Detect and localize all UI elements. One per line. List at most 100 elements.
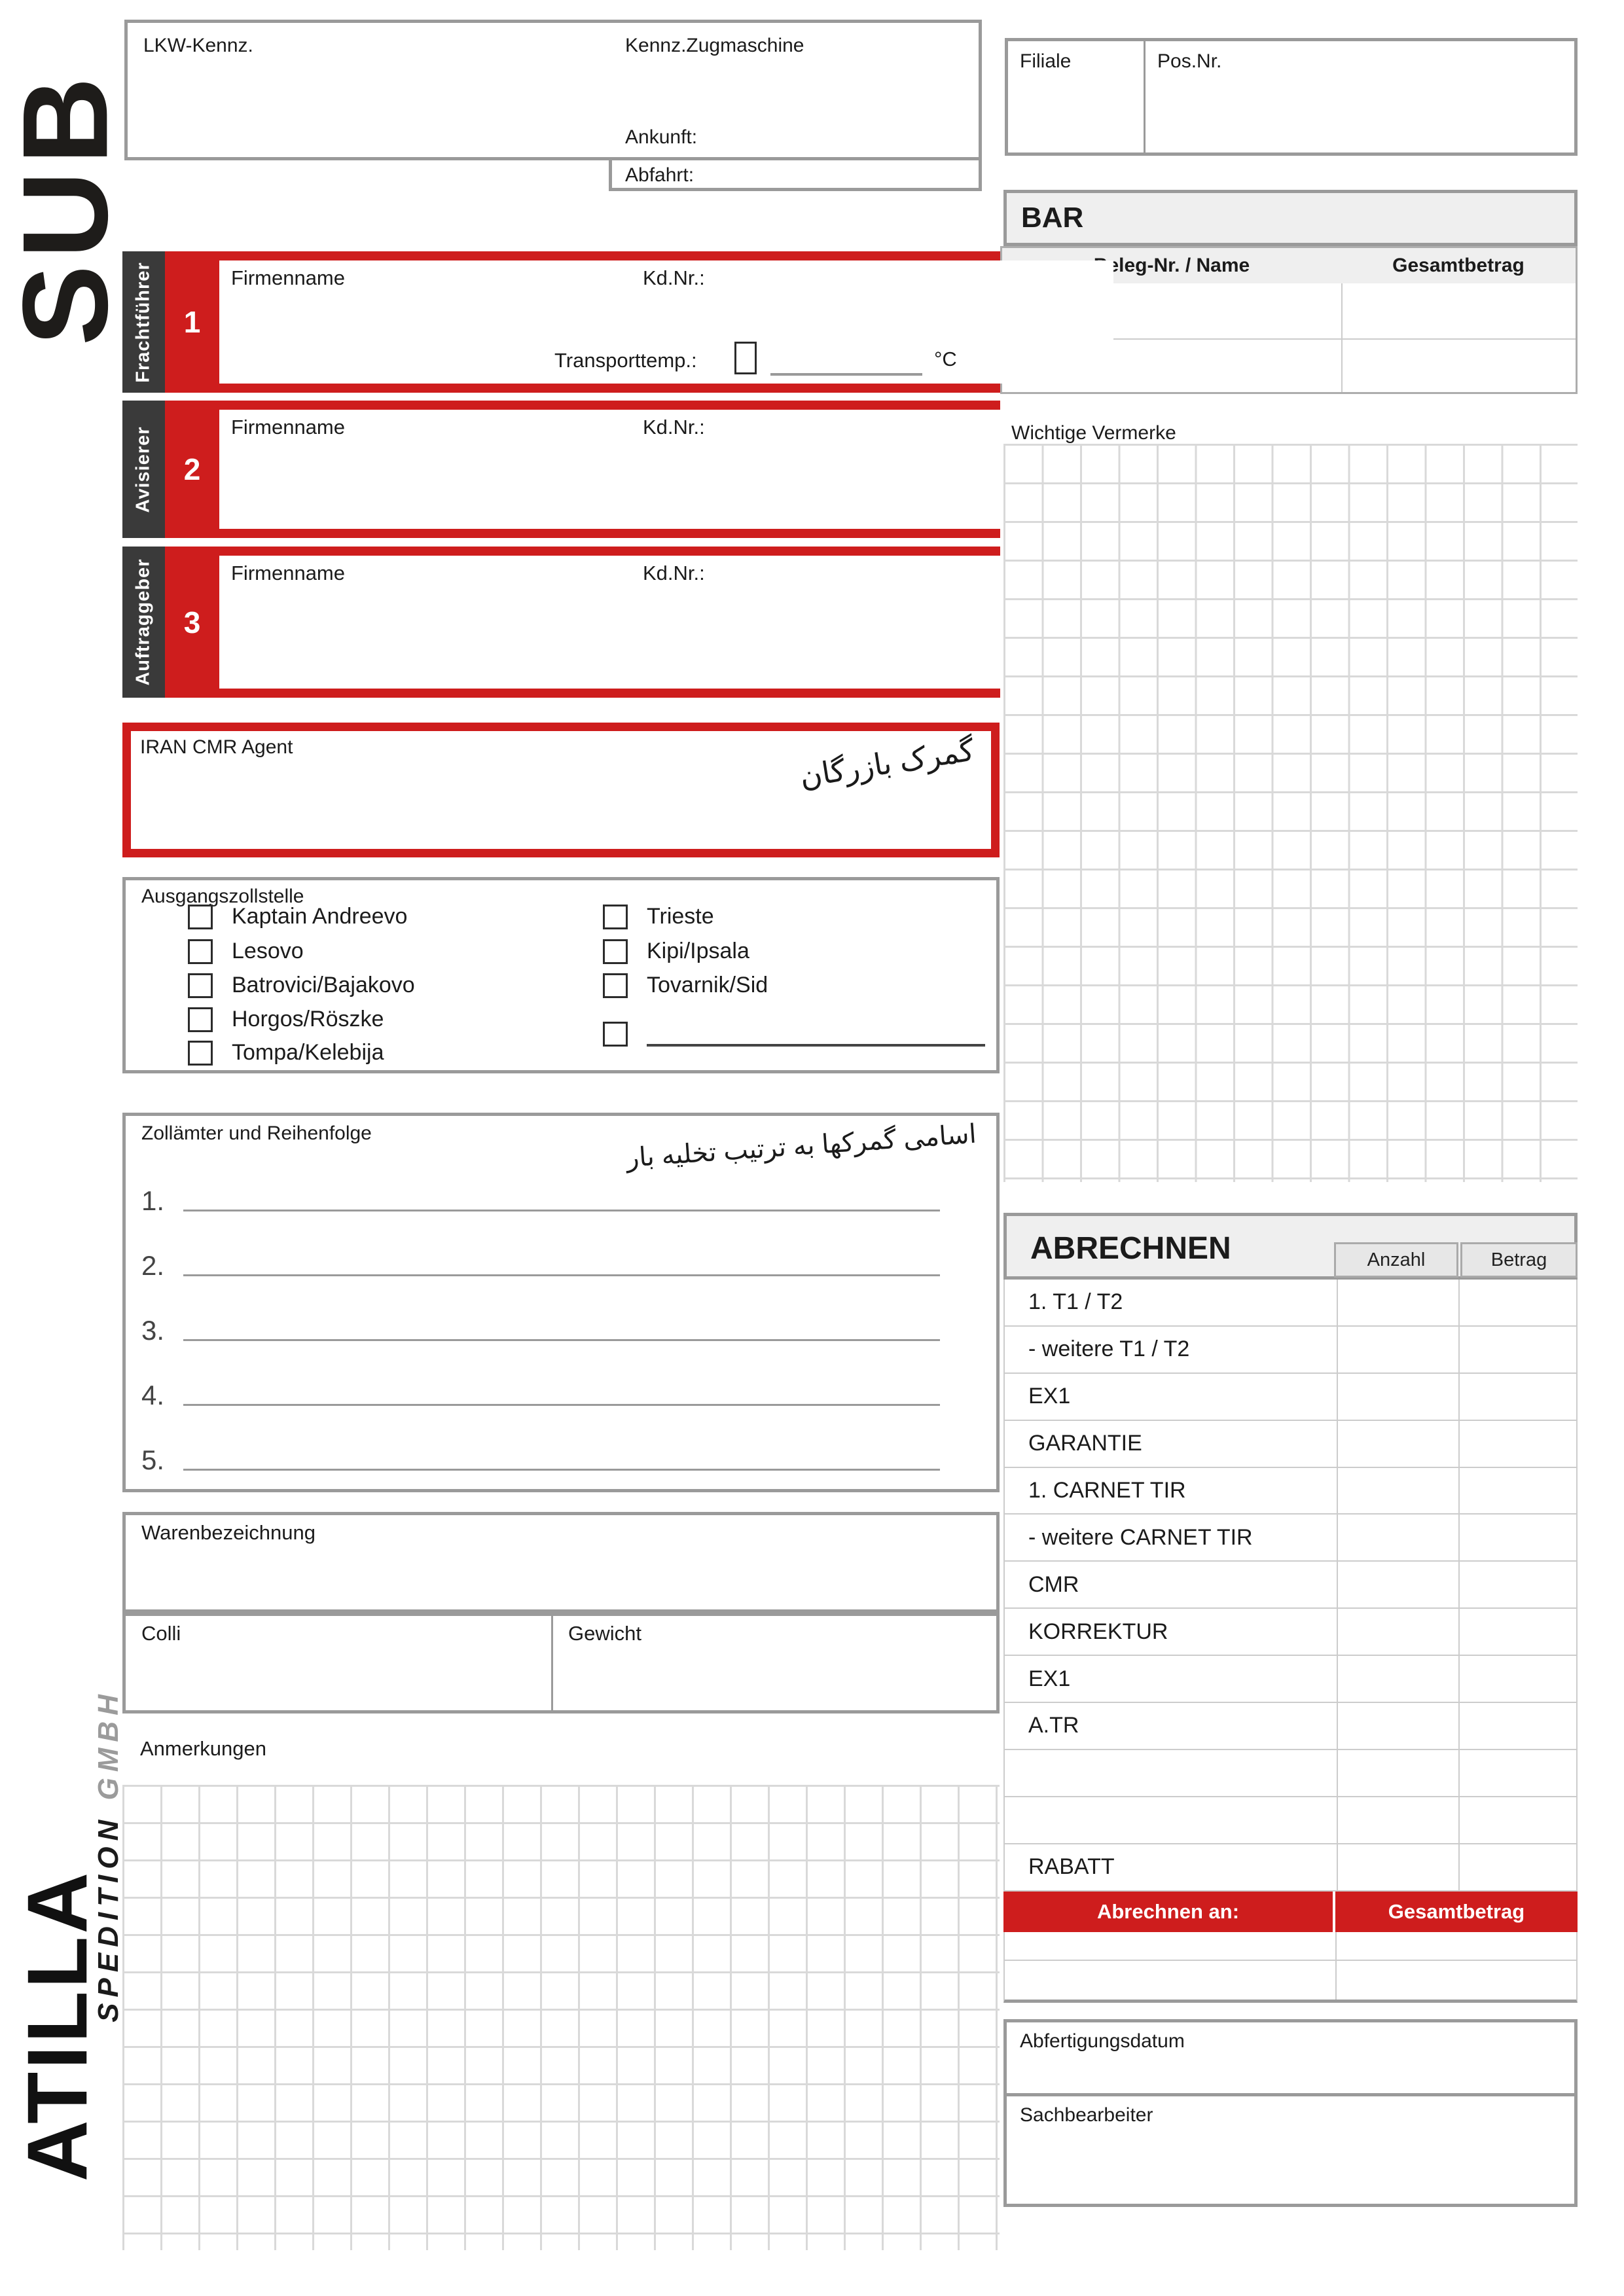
warenbezeichnung-box[interactable]: Warenbezeichnung (122, 1512, 1000, 1613)
option-batrovici-bajakovo: Batrovici/Bajakovo (232, 973, 415, 997)
avisierer-tab: Avisierer (122, 401, 165, 538)
transporttemp-checkbox[interactable] (734, 342, 757, 374)
anzahl-cell[interactable] (1337, 1844, 1458, 1890)
anzahl-cell[interactable] (1337, 1797, 1458, 1843)
frachtfuehrer-field[interactable]: Firmenname Kd.Nr.: Transporttemp.: °C (219, 260, 1113, 384)
gesamtbetrag-cell-1[interactable] (1337, 1932, 1576, 1960)
betrag-cell[interactable] (1458, 1844, 1576, 1890)
row-label: - weitere T1 / T2 (1028, 1336, 1190, 1362)
avisierer-field[interactable]: Firmenname Kd.Nr.: (219, 410, 1113, 529)
posnr-field[interactable] (1146, 67, 1574, 152)
anzahl-cell[interactable] (1337, 1609, 1458, 1655)
option-tovarnik-sid: Tovarnik/Sid (647, 973, 768, 997)
iran-cmr-field[interactable]: IRAN CMR Agent گمرک بازرگان (131, 731, 991, 849)
kdnr-label-3: Kd.Nr.: (643, 562, 705, 584)
option-kaptain-andreevo: Kaptain Andreevo (232, 904, 408, 929)
betrag-cell[interactable] (1458, 1703, 1576, 1749)
abrechnen-row-ex1: EX1 (1005, 1373, 1576, 1421)
checkbox-kipi-ipsala[interactable] (603, 939, 628, 964)
abfahrt-label: Abfahrt: (625, 164, 695, 186)
gesamtbetrag-cell-2[interactable] (1337, 1961, 1576, 2000)
wichtige-vermerke-grid[interactable] (1003, 444, 1578, 1182)
betrag-cell[interactable] (1458, 1280, 1576, 1325)
anzahl-cell[interactable] (1337, 1467, 1458, 1514)
filiale-field[interactable] (1008, 67, 1144, 152)
checkbox-lesovo[interactable] (188, 939, 213, 964)
abrechnen-row-t1t2: 1. T1 / T2 (1005, 1280, 1576, 1327)
anzahl-cell[interactable] (1337, 1562, 1458, 1608)
abrechnen-an-cell-1[interactable] (1005, 1932, 1335, 1960)
checkbox-tompa-kelebija[interactable] (188, 1041, 213, 1066)
anzahl-cell[interactable] (1337, 1373, 1458, 1420)
row-label: CMR (1028, 1571, 1079, 1597)
zollaemter-box: Zollämter und Reihenfolge اسامی گمرکها ب… (122, 1113, 1000, 1492)
abrechnen-row-garantie: GARANTIE (1005, 1420, 1576, 1468)
abrechnen-row-weitere-carnet-tir: - weitere CARNET TIR (1005, 1515, 1576, 1562)
abrechnen-an-cell-2[interactable] (1005, 1961, 1335, 2000)
checkbox-trieste[interactable] (603, 905, 628, 929)
colli-field[interactable] (126, 1642, 551, 1710)
filiale-divider (1144, 41, 1146, 152)
anzahl-cell[interactable] (1337, 1749, 1458, 1796)
betrag-cell[interactable] (1458, 1515, 1576, 1561)
betrag-cell[interactable] (1458, 1420, 1576, 1467)
anzahl-cell[interactable] (1337, 1420, 1458, 1467)
spedition-gmbh-logo: SPEDITION GMBH (92, 1646, 126, 2065)
betrag-cell[interactable] (1458, 1797, 1576, 1843)
truck-plate-box[interactable]: LKW-Kennz. Kennz.Zugmaschine Ankunft: (124, 20, 982, 160)
checkbox-batrovici-bajakovo[interactable] (188, 973, 213, 998)
zoll-line-1[interactable] (183, 1181, 940, 1211)
betrag-cell[interactable] (1458, 1326, 1576, 1372)
row-label: KORREKTUR (1028, 1619, 1168, 1644)
transporttemp-label: Transporttemp.: (554, 349, 697, 372)
bar-section-header: BAR (1003, 190, 1578, 246)
anmerkungen-grid[interactable] (122, 1785, 1000, 2250)
anzahl-cell[interactable] (1337, 1515, 1458, 1561)
colli-label: Colli (141, 1622, 181, 1645)
other-zollstelle-line[interactable] (647, 1018, 985, 1047)
checkbox-kaptain-andreevo[interactable] (188, 905, 213, 929)
option-trieste: Trieste (647, 904, 714, 929)
anzahl-cell[interactable] (1337, 1703, 1458, 1749)
warenbezeichnung-label: Warenbezeichnung (141, 1521, 316, 1544)
firmenname-label-2: Firmenname (231, 416, 345, 439)
checkbox-tovarnik-sid[interactable] (603, 973, 628, 998)
kdnr-label-2: Kd.Nr.: (643, 416, 705, 439)
betrag-cell[interactable] (1458, 1373, 1576, 1420)
abfahrt-box[interactable]: Abfahrt: (609, 160, 982, 191)
celsius-label: °C (934, 348, 957, 370)
betrag-cell[interactable] (1458, 1467, 1576, 1514)
abrechnen-row-cmr: CMR (1005, 1562, 1576, 1609)
auftraggeber-field[interactable]: Firmenname Kd.Nr.: (219, 556, 1113, 689)
betrag-cell[interactable] (1458, 1749, 1576, 1796)
abrechnen-footer-rows (1003, 1932, 1578, 2003)
abfertigungsdatum-label: Abfertigungsdatum (1020, 2030, 1185, 2052)
transporttemp-line[interactable] (770, 347, 922, 376)
bar-col-name: Beleg-Nr. / Name (1093, 255, 1250, 276)
zoll-line-4[interactable] (183, 1376, 940, 1406)
abrechnen-row-rabatt: RABATT (1005, 1844, 1576, 1892)
gewicht-field[interactable] (553, 1642, 996, 1710)
checkbox-other-zollstelle[interactable] (603, 1022, 628, 1047)
abfertigungsdatum-box[interactable]: Abfertigungsdatum (1003, 2019, 1578, 2096)
option-horgos-roeszke: Horgos/Röszke (232, 1007, 384, 1031)
zoll-line-5[interactable] (183, 1441, 940, 1471)
frachtfuehrer-tab-label: Frachtführer (133, 261, 154, 383)
anzahl-cell[interactable] (1337, 1280, 1458, 1325)
bar-cell-amount-2[interactable] (1343, 340, 1576, 392)
betrag-cell[interactable] (1458, 1609, 1576, 1655)
bar-cell-amount-1[interactable] (1343, 283, 1576, 338)
anzahl-cell[interactable] (1337, 1326, 1458, 1372)
zoll-line-2[interactable] (183, 1246, 940, 1276)
sachbearbeiter-box[interactable]: Sachbearbeiter (1003, 2093, 1578, 2207)
anzahl-cell[interactable] (1337, 1656, 1458, 1702)
betrag-cell[interactable] (1458, 1562, 1576, 1608)
zoll-line-3[interactable] (183, 1311, 940, 1341)
wichtige-vermerke-label: Wichtige Vermerke (1011, 422, 1176, 444)
kdnr-label-1: Kd.Nr.: (643, 266, 705, 289)
iran-cmr-handwriting: گمرک بازرگان (797, 732, 977, 794)
betrag-cell[interactable] (1458, 1656, 1576, 1702)
row-label: 1. CARNET TIR (1028, 1478, 1186, 1503)
checkbox-horgos-roeszke[interactable] (188, 1007, 213, 1032)
